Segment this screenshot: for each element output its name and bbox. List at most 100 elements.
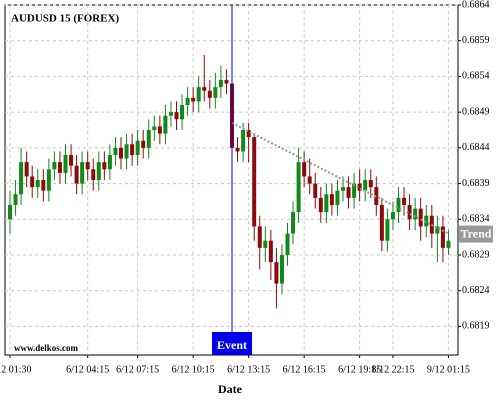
candle-body	[52, 162, 57, 170]
candle-body	[207, 90, 212, 98]
x-tick-label: 6/12 01:30	[0, 364, 32, 375]
candle-body	[407, 205, 412, 220]
y-tick-label: 0.6824	[462, 285, 490, 296]
candle-body	[440, 226, 445, 248]
y-tick-label: 0.6819	[462, 321, 490, 332]
candle-body	[346, 187, 351, 198]
candle-body	[279, 255, 284, 284]
y-tick-label: 0.6859	[462, 35, 490, 46]
candles	[8, 55, 451, 309]
candle-body	[146, 130, 151, 148]
candle-body	[246, 130, 251, 138]
x-tick-label: 6/12 16:15	[283, 364, 326, 375]
candle-body	[257, 226, 262, 248]
candle-body	[313, 183, 318, 198]
candle-body	[35, 180, 40, 188]
candle-body	[424, 215, 429, 227]
candle-body	[74, 165, 79, 184]
candle-body	[274, 262, 279, 284]
candle-body	[174, 112, 179, 120]
event-label: Event	[217, 338, 247, 352]
candle-body	[285, 233, 290, 255]
x-tick-label: 6/12 13:15	[227, 364, 270, 375]
trend-label-box	[459, 225, 493, 243]
candle-body	[302, 162, 307, 177]
candle-body	[218, 80, 223, 88]
candle-body	[113, 147, 118, 155]
y-tick-label: 0.6834	[462, 214, 490, 225]
candle-body	[141, 140, 146, 148]
x-tick-label: 6/12 07:15	[116, 364, 159, 375]
candle-body	[69, 155, 74, 166]
candle-body	[418, 208, 423, 227]
candle-body	[124, 144, 129, 159]
y-tick-label: 0.6829	[462, 249, 490, 260]
watermark: www.delkos.com	[14, 343, 79, 353]
candle-body	[135, 140, 140, 155]
candle-body	[8, 205, 12, 220]
candle-body	[24, 162, 29, 177]
candle-body	[357, 183, 362, 191]
candle-body	[241, 130, 246, 152]
candle-body	[213, 87, 218, 98]
event-label-box	[212, 332, 252, 355]
candle-body	[363, 180, 368, 191]
candle-body	[107, 155, 112, 170]
candle-body	[19, 162, 24, 195]
candle-body	[396, 197, 401, 213]
candle-body	[291, 212, 296, 234]
candle-body	[168, 112, 173, 116]
candle-body	[130, 144, 135, 155]
candle-body	[91, 169, 96, 180]
x-axis-label: Date	[218, 382, 243, 396]
candle-body	[46, 169, 51, 191]
candle-body	[80, 162, 85, 184]
candle-body	[329, 194, 334, 205]
candle-body	[102, 162, 107, 170]
candle-body	[152, 126, 157, 130]
candle-body	[196, 87, 201, 102]
candle-body	[157, 126, 162, 134]
x-tick-label: 6/12 10:15	[172, 364, 215, 375]
y-tick-label: 0.6864	[462, 0, 490, 10]
x-tick-label: 9/12 01:15	[427, 364, 470, 375]
candle-body	[163, 115, 168, 134]
candle-body	[224, 80, 229, 84]
candle-body	[435, 226, 440, 234]
candle-body	[296, 162, 301, 213]
trend-label: Trend	[461, 226, 492, 240]
candle-body	[63, 155, 68, 173]
candle-body	[413, 208, 418, 220]
candle-body	[13, 194, 18, 205]
candle-body	[268, 240, 273, 263]
candle-body	[446, 240, 451, 248]
y-tick-label: 0.6854	[462, 71, 490, 82]
x-tick-label: 8/12 22:15	[371, 364, 414, 375]
x-tick-label: 6/12 04:15	[66, 364, 109, 375]
candle-body	[341, 187, 345, 191]
x-tick-label: 6/12 19:15	[338, 364, 381, 375]
candle-body	[385, 219, 390, 241]
candle-body	[41, 180, 46, 191]
candle-body	[368, 180, 373, 188]
candle-body	[85, 162, 90, 170]
y-tick-label: 0.6839	[462, 178, 490, 189]
candle-body	[379, 205, 384, 241]
y-tick-label: 0.6844	[462, 142, 490, 153]
candle-body	[263, 240, 268, 248]
candle-body	[57, 162, 62, 173]
candle-body	[96, 162, 101, 180]
candle-body	[318, 197, 323, 213]
chart-title: AUDUSD 15 (FOREX)	[11, 13, 120, 25]
candle-body	[307, 176, 312, 184]
trend-line	[231, 121, 449, 235]
candle-body	[235, 147, 240, 152]
candle-body	[185, 97, 190, 105]
candle-body	[324, 194, 329, 213]
candle-body	[119, 147, 123, 159]
candle-body	[202, 87, 207, 91]
candle-body	[402, 197, 407, 205]
candle-body	[180, 105, 185, 120]
candle-body	[30, 176, 35, 188]
